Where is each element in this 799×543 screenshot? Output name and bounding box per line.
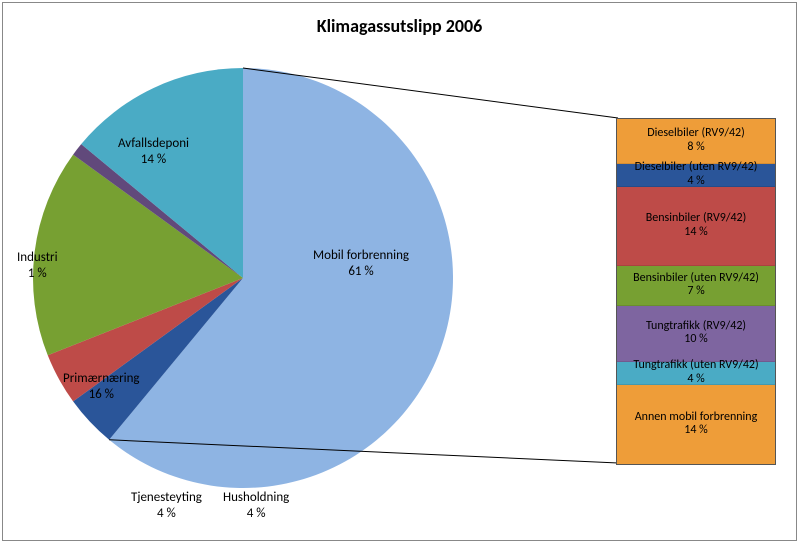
breakdown-segment: Bensinbiler (RV9/42)14 %: [617, 187, 775, 266]
pie-slice-label: Industri1 %: [17, 250, 58, 281]
chart-title: Klimagassutslipp 2006: [3, 15, 796, 37]
pie-slice-label: Husholdning4 %: [223, 490, 289, 521]
pie-chart: Mobil forbrenning61 %Husholdning4 %Tjene…: [23, 58, 463, 498]
pie-slice-label: Tjenesteyting4 %: [131, 490, 202, 521]
breakdown-segment: Annen mobil forbrenning14 %: [617, 385, 775, 464]
breakdown-segment: Tungtrafikk (uten RV9/42)4 %: [617, 362, 775, 385]
breakdown-segment: Tungtrafikk (RV9/42)10 %: [617, 306, 775, 363]
chart-title-text: Klimagassutslipp 2006: [317, 15, 483, 37]
pie-slice-label: Primærnæring16 %: [63, 371, 140, 402]
pie-slice-label: Avfallsdeponi14 %: [118, 136, 189, 167]
breakdown-segment: Dieselbiler (RV9/42)8 %: [617, 119, 775, 164]
pie-slice-label: Mobil forbrenning61 %: [313, 248, 409, 279]
breakdown-segment: Dieselbiler (uten RV9/42)4 %: [617, 164, 775, 187]
breakdown-segment: Bensinbiler (uten RV9/42)7 %: [617, 266, 775, 306]
breakdown-bar: Dieselbiler (RV9/42)8 %Dieselbiler (uten…: [616, 118, 776, 465]
chart-container: Klimagassutslipp 2006 Mobil forbrenning6…: [2, 2, 797, 541]
